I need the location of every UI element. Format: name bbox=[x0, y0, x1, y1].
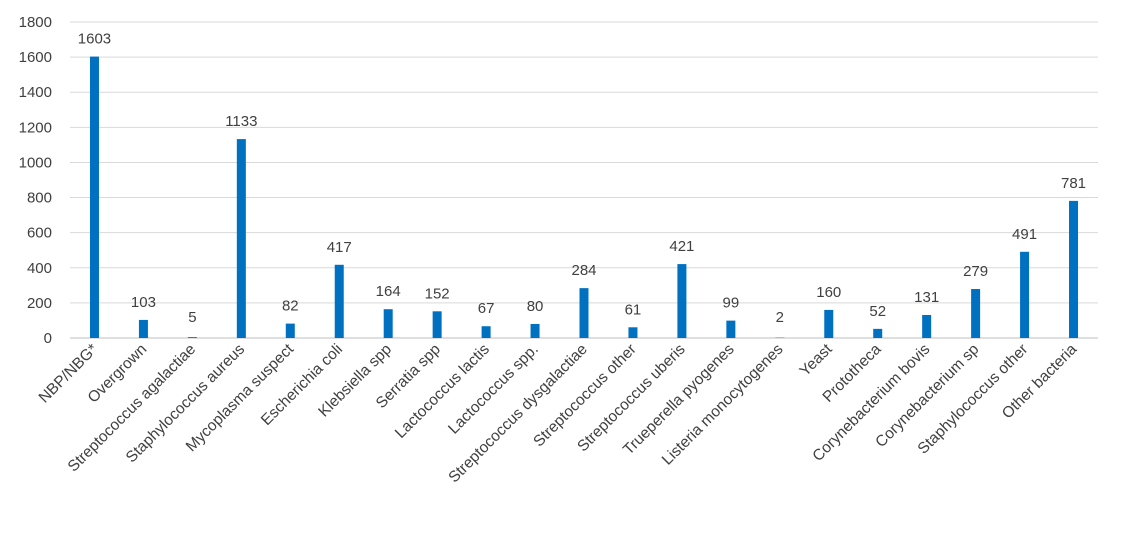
data-label: 164 bbox=[376, 283, 401, 300]
y-tick-label: 1200 bbox=[19, 119, 52, 136]
bar bbox=[579, 288, 589, 338]
data-label: 1133 bbox=[225, 113, 257, 130]
y-tick-label: 1800 bbox=[19, 14, 52, 31]
bars bbox=[89, 56, 1079, 339]
y-tick-label: 1000 bbox=[19, 154, 52, 171]
bar bbox=[481, 326, 491, 338]
bar bbox=[432, 311, 442, 338]
bar bbox=[285, 323, 295, 338]
data-label: 1603 bbox=[78, 31, 111, 48]
data-label: 284 bbox=[571, 262, 596, 279]
bar bbox=[138, 319, 148, 338]
y-tick-label: 400 bbox=[27, 260, 52, 277]
data-label: 2 bbox=[776, 309, 784, 326]
bar bbox=[726, 320, 736, 338]
data-label: 82 bbox=[282, 298, 299, 315]
bar bbox=[628, 327, 638, 338]
data-label: 131 bbox=[914, 289, 939, 306]
x-tick-label: Yeast bbox=[797, 340, 837, 380]
bar bbox=[677, 264, 687, 338]
x-tick-label: Lactococcus spp. bbox=[445, 341, 542, 438]
data-label: 417 bbox=[327, 239, 352, 256]
bar bbox=[873, 328, 883, 338]
y-tick-label: 1600 bbox=[19, 49, 52, 66]
data-label: 5 bbox=[188, 309, 196, 326]
bar bbox=[1020, 251, 1030, 338]
data-label: 781 bbox=[1061, 175, 1086, 192]
data-label: 279 bbox=[963, 263, 988, 280]
bar bbox=[187, 337, 197, 338]
data-label: 99 bbox=[723, 295, 740, 312]
y-tick-label: 800 bbox=[27, 190, 52, 207]
bar bbox=[971, 289, 981, 338]
data-label: 52 bbox=[869, 303, 886, 320]
bar bbox=[334, 264, 344, 338]
data-label: 61 bbox=[625, 301, 642, 318]
data-label: 152 bbox=[425, 285, 450, 302]
bar bbox=[236, 139, 246, 338]
bar bbox=[89, 56, 99, 339]
data-label: 103 bbox=[131, 294, 156, 311]
y-axis-ticks: 0 200 400 600 800 1000 1200 1400 1600 1800 bbox=[19, 14, 52, 347]
data-label: 80 bbox=[527, 298, 544, 315]
x-tick-label: Lactococcus lactis bbox=[392, 341, 493, 442]
y-tick-label: 200 bbox=[27, 295, 52, 312]
bar bbox=[824, 309, 834, 338]
y-tick-label: 0 bbox=[44, 330, 52, 347]
data-label: 491 bbox=[1012, 226, 1037, 243]
y-tick-label: 600 bbox=[27, 225, 52, 242]
bar bbox=[530, 323, 540, 338]
y-tick-label: 1400 bbox=[19, 84, 52, 101]
data-label: 421 bbox=[669, 238, 694, 255]
data-label: 160 bbox=[816, 284, 841, 301]
data-labels: 1603 103 5 1133 82 417 164 152 67 80 284 61 421 99 2 16… bbox=[78, 31, 1086, 326]
data-label: 67 bbox=[478, 300, 495, 317]
bar bbox=[1069, 200, 1079, 338]
bar bbox=[922, 315, 932, 338]
bar bbox=[383, 309, 393, 338]
